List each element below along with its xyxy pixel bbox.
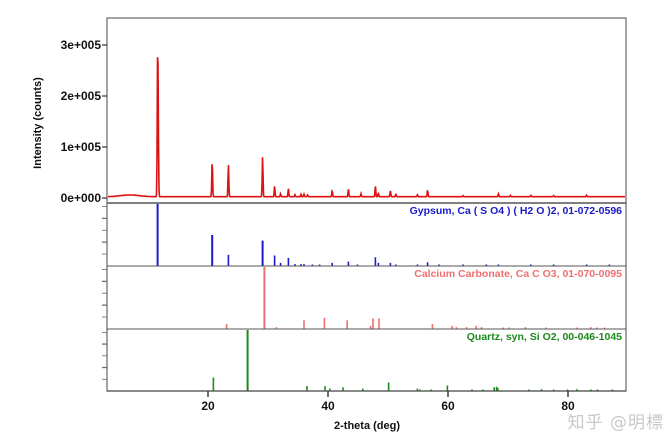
x-axis-title: 2-theta (deg) bbox=[334, 420, 400, 432]
x-tick-label: 60 bbox=[441, 399, 455, 413]
x-tick-label: 40 bbox=[321, 399, 335, 413]
phase-label: Gypsum, Ca ( S O4 ) ( H2 O )2, 01-072-05… bbox=[410, 205, 623, 217]
reference-pattern-2: Calcium Carbonate, Ca C O3, 01-070-0095 bbox=[225, 267, 622, 329]
y-axis-title: Intensity (counts) bbox=[32, 77, 44, 169]
x-tick-label: 20 bbox=[201, 399, 215, 413]
phase-label: Quartz, syn, Si O2, 00-046-1045 bbox=[467, 331, 622, 343]
reference-pattern-1: Gypsum, Ca ( S O4 ) ( H2 O )2, 01-072-05… bbox=[156, 204, 623, 266]
y-tick-label: 3e+005 bbox=[61, 38, 102, 52]
reference-pattern-panels: Gypsum, Ca ( S O4 ) ( H2 O )2, 01-072-05… bbox=[156, 204, 623, 391]
measured-pattern-line bbox=[108, 57, 625, 198]
watermark: 知乎 @明標 bbox=[567, 413, 664, 433]
y-tick-label: 2e+005 bbox=[61, 89, 102, 103]
x-tick-label: 80 bbox=[561, 399, 575, 413]
phase-label: Calcium Carbonate, Ca C O3, 01-070-0095 bbox=[414, 268, 622, 280]
y-tick-label: 0e+000 bbox=[61, 191, 102, 205]
axes: 0e+000 1e+005 2e+005 3e+005 20 40 60 80 bbox=[61, 38, 626, 413]
measured-pattern-panel bbox=[108, 57, 625, 198]
y-tick-label: 1e+005 bbox=[61, 140, 102, 154]
reference-pattern-3: Quartz, syn, Si O2, 00-046-1045 bbox=[212, 330, 622, 391]
